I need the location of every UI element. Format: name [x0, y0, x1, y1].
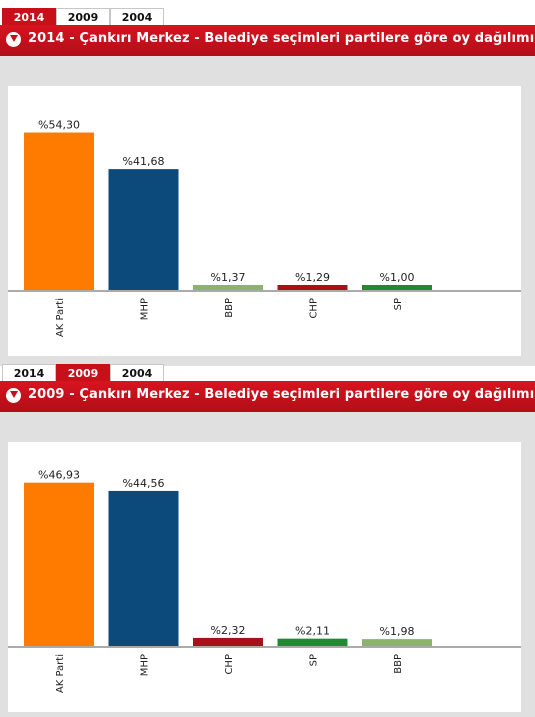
year-tabs: 2014 2009 2004: [0, 8, 535, 25]
bar-chart: %46,93 AK Parti %44,56 MHP %2,32 CHP %2,11 SP %1…: [8, 469, 521, 693]
chart-area: %46,93 AK Parti %44,56 MHP %2,32 CHP %2,11 SP %1…: [8, 442, 521, 712]
chart-background: %46,93 AK Parti %44,56 MHP %2,32 CHP %2,11 SP %1…: [0, 412, 535, 717]
year-tabs: 2014 2009 2004: [0, 364, 535, 381]
bar[interactable]: [193, 637, 263, 646]
category-label: SP: [309, 654, 320, 666]
bar[interactable]: [108, 490, 179, 646]
bar-value-label: %44,56: [123, 477, 165, 490]
chart-panel-2009: 2014 2009 2004 2009 - Çankırı Merkez - B…: [0, 364, 535, 717]
bar-value-label: %1,29: [295, 271, 330, 284]
download-arrow-icon[interactable]: [6, 388, 21, 403]
bar-value-label: %2,11: [295, 625, 330, 638]
download-arrow-icon[interactable]: [6, 32, 21, 47]
chart-title: 2014 - Çankırı Merkez - Belediye seçimle…: [28, 31, 535, 46]
category-label: AK Parti: [55, 654, 66, 693]
bar[interactable]: [193, 285, 263, 290]
category-label: MHP: [140, 654, 151, 676]
category-label: CHP: [309, 298, 320, 319]
chart-panel-2014: 2014 2009 2004 2014 - Çankırı Merkez - B…: [0, 8, 535, 366]
bar[interactable]: [24, 132, 94, 290]
tab-2004[interactable]: 2004: [110, 8, 164, 25]
tab-2009[interactable]: 2009: [56, 8, 110, 25]
bar-value-label: %46,93: [38, 469, 80, 482]
tab-2009[interactable]: 2009: [56, 364, 110, 381]
bar[interactable]: [24, 482, 94, 646]
bar-chart: %54,30 AK Parti %41,68 MHP %1,37 BBP %1,29 CHP%…: [8, 119, 521, 337]
chart-title: 2009 - Çankırı Merkez - Belediye seçimle…: [28, 387, 535, 402]
tab-2004[interactable]: 2004: [110, 364, 164, 381]
bar-value-label: %1,37: [211, 271, 246, 284]
bar[interactable]: [362, 285, 432, 290]
bar-value-label: %54,30: [38, 119, 80, 132]
category-label: AK Parti: [55, 298, 66, 337]
bar-value-label: %1,98: [380, 625, 415, 638]
bar-value-label: %2,32: [211, 624, 246, 637]
chart-header: 2009 - Çankırı Merkez - Belediye seçimle…: [0, 381, 535, 412]
chart-header: 2014 - Çankırı Merkez - Belediye seçimle…: [0, 25, 535, 56]
tab-2014[interactable]: 2014: [2, 364, 56, 381]
bar[interactable]: [362, 639, 432, 646]
chart-background: %54,30 AK Parti %41,68 MHP %1,37 BBP %1,29 CHP%…: [0, 56, 535, 366]
category-label: CHP: [224, 654, 235, 675]
category-label: BBP: [393, 654, 404, 674]
category-label: BBP: [224, 298, 235, 318]
bar[interactable]: [108, 169, 179, 290]
bar[interactable]: [277, 638, 348, 646]
tab-2014[interactable]: 2014: [2, 8, 56, 25]
bar[interactable]: [277, 285, 348, 290]
bar-value-label: %41,68: [123, 155, 165, 168]
chart-area: %54,30 AK Parti %41,68 MHP %1,37 BBP %1,29 CHP%…: [8, 86, 521, 356]
category-label: MHP: [140, 298, 151, 320]
bar-value-label: %1,00: [380, 271, 415, 284]
category-label: SP: [393, 298, 404, 310]
